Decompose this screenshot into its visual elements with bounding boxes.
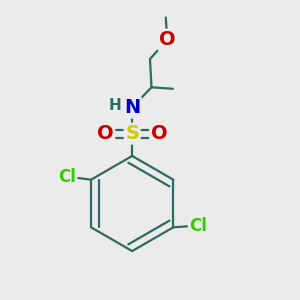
Text: Cl: Cl [189, 217, 207, 235]
Text: S: S [125, 124, 139, 143]
Text: N: N [124, 98, 140, 117]
Text: O: O [97, 124, 114, 143]
Text: O: O [159, 30, 175, 49]
Text: H: H [109, 98, 121, 112]
Text: Cl: Cl [58, 168, 76, 186]
Text: O: O [151, 124, 167, 143]
